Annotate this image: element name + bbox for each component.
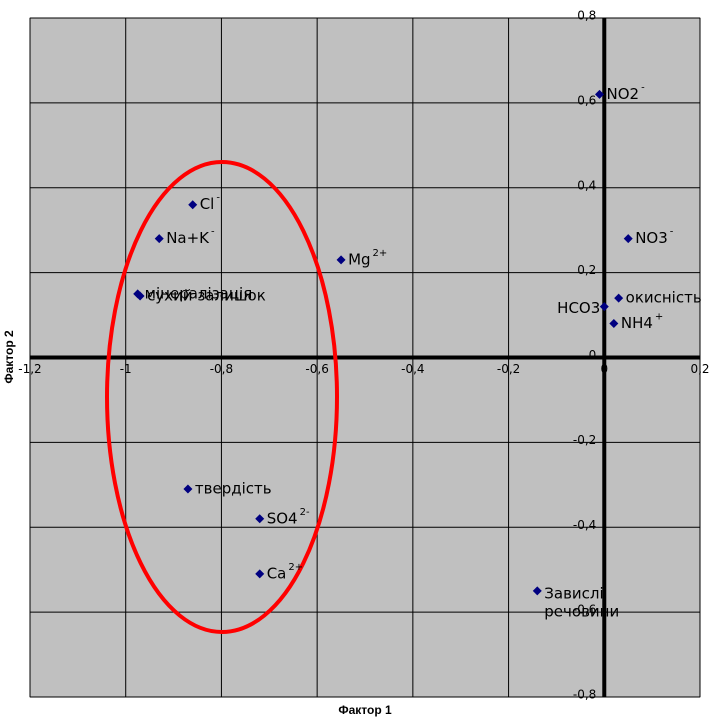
y-tick-label: -0,4 (573, 518, 596, 532)
point (154, 234, 164, 244)
y-tick-label: -0,2 (573, 433, 596, 447)
point (614, 293, 624, 303)
point-label: Cl (200, 195, 215, 213)
point (255, 514, 265, 524)
point-label: мінералізація (145, 284, 253, 302)
point-label: Na+K (166, 229, 210, 247)
point (255, 569, 265, 579)
point-label: Mg (348, 250, 370, 268)
y-axis-title: Фактор 2 (2, 330, 16, 384)
x-tick-label: -0,2 (497, 362, 520, 376)
point-label: HCO3 (557, 299, 600, 317)
point (188, 200, 198, 210)
y-tick-label: -0,6 (573, 603, 596, 617)
point (183, 484, 193, 494)
point-label-sup: 2- (300, 507, 310, 518)
y-tick-label: 0,4 (577, 178, 596, 192)
point-label: NO3 (635, 229, 668, 247)
point (599, 302, 609, 312)
y-tick-label: 0 (589, 348, 597, 362)
point-label: Завислі (544, 584, 603, 602)
y-tick-label: 0,8 (577, 9, 596, 23)
point-label: SO4 (267, 509, 298, 527)
point (532, 586, 542, 596)
point (135, 291, 145, 301)
point-label-sup: - (641, 82, 645, 93)
point-label: сухий залишок (147, 286, 266, 304)
point-label-sup: - (216, 193, 220, 204)
point-label-sup: - (670, 227, 674, 238)
y-tick-label: 0,2 (577, 263, 596, 277)
point-label-sup: 2+ (288, 562, 303, 573)
point-label: NH4 (621, 314, 653, 332)
point (595, 89, 604, 99)
x-axis-title: Фактор 1 (338, 703, 392, 717)
y-tick-label: -0,8 (573, 688, 596, 702)
axes: -1,2-1-0,8-0,6-0,4-0,200,2-0,8-0,6-0,4-0… (18, 9, 709, 702)
x-tick-label: -0,6 (305, 362, 328, 376)
y-tick-label: 0,6 (577, 93, 596, 107)
x-tick-label: -0,8 (210, 362, 233, 376)
x-tick-label: -0,4 (401, 362, 424, 376)
x-tick-label: -1 (120, 362, 132, 376)
point (336, 255, 346, 265)
point-label: речовини (544, 602, 619, 620)
point-label: NO2 (607, 85, 640, 103)
point-label-sup: - (211, 227, 215, 238)
point (609, 319, 619, 329)
point-label-sup: 2+ (373, 248, 388, 259)
point-label: окисність (626, 289, 702, 307)
point-label: твердість (195, 480, 272, 498)
x-tick-label: 0,2 (690, 362, 709, 376)
point-label-sup: + (655, 312, 663, 323)
x-tick-label: -1,2 (18, 362, 41, 376)
point-label: Ca (267, 564, 287, 582)
point (623, 234, 633, 244)
highlight-ellipse (105, 160, 339, 634)
